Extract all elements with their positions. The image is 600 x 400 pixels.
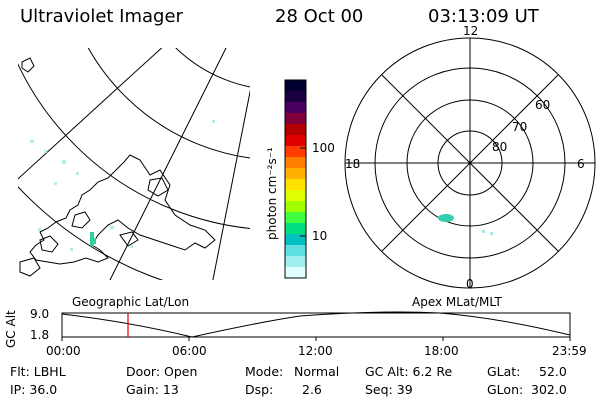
filter-info: Flt: LBHL (10, 364, 66, 379)
aurora-speckles (30, 120, 215, 251)
altitude-ybottom: 1.8 (30, 328, 50, 342)
glon-label: GLon: (487, 382, 524, 397)
mlat-label-70: 70 (512, 120, 528, 134)
x-tick-label: 12:00 (298, 344, 333, 358)
colorbar-segment (285, 135, 306, 147)
colorbar-label-100: 100 (312, 141, 335, 155)
time-label: 03:13:09 UT (428, 6, 539, 27)
colorbar-segment (285, 223, 306, 235)
coastline (39, 235, 59, 253)
colorbar-frame (284, 79, 307, 279)
ip-info: IP: 36.0 (10, 382, 58, 397)
door-info: Door: Open (126, 364, 198, 379)
coastline (21, 57, 35, 73)
instrument-title: Ultraviolet Imager (20, 6, 183, 27)
colorbar-segment (285, 102, 306, 114)
colorbar-segment (285, 179, 306, 191)
colorbar-segment (285, 113, 306, 125)
altitude-plot (61, 311, 571, 341)
altitude-ytop: 9.0 (30, 307, 50, 321)
x-tick-label: 06:00 (172, 344, 207, 358)
colorbar-segment (285, 91, 306, 103)
colorbar-label-10: 10 (312, 229, 328, 243)
mlt-label-0: 0 (466, 277, 474, 291)
seq-info: Seq: 39 (365, 382, 413, 397)
lon-line (109, 48, 227, 280)
mode-label: Mode: (245, 364, 284, 379)
gc-alt-info: GC Alt: 6.2 Re (365, 364, 453, 379)
mlt-label-6: 6 (577, 157, 585, 171)
colorbar-segment (285, 256, 306, 268)
mlat-label-60: 60 (535, 98, 551, 112)
glon-value: 302.0 (531, 382, 567, 397)
polar-aurora (438, 214, 493, 235)
gain-info: Gain: 13 (126, 382, 179, 397)
geographic-map (18, 48, 250, 280)
colorbar-segment (285, 80, 306, 92)
polar-diagonal (381, 74, 559, 252)
colorbar-segment (285, 267, 306, 279)
colorbar-segment (285, 157, 306, 169)
glat-value: 52.0 (539, 364, 567, 379)
coastline (119, 231, 139, 247)
colorbar-segment (285, 212, 306, 224)
colorbar-segment (285, 124, 306, 136)
colorbar-segment (285, 168, 306, 180)
lon-line (18, 48, 163, 180)
colorbar-segment (285, 146, 306, 158)
dsp-label: Dsp: (245, 382, 274, 397)
lon-line (212, 89, 250, 280)
colorbar-segment (285, 245, 306, 257)
polar-caption: Apex MLat/MLT (412, 295, 502, 309)
lat-circle (175, 48, 250, 88)
altitude-ylabel: GC Alt (4, 310, 18, 348)
geographic-caption: Geographic Lat/Lon (72, 295, 190, 309)
aurora-bright (90, 232, 96, 246)
glat-label: GLat: (487, 364, 521, 379)
coastline (71, 211, 91, 229)
altitude-curve (61, 311, 571, 338)
mode-value: Normal (294, 364, 340, 379)
mlt-label-18: 18 (345, 157, 361, 171)
coastline (147, 177, 169, 197)
coastline (19, 257, 41, 277)
dsp-value: 2.6 (302, 382, 322, 397)
x-tick-label: 00:00 (46, 344, 81, 358)
date-label: 28 Oct 00 (275, 6, 364, 27)
colorbar (285, 80, 306, 279)
colorbar-segment (285, 234, 306, 246)
x-tick-label: 18:00 (424, 344, 459, 358)
mlat-label-80: 80 (492, 140, 508, 154)
colorbar-unit-label: photon cm⁻²s⁻¹ (265, 147, 279, 240)
colorbar-segment (285, 190, 306, 202)
polar-plot (344, 37, 596, 289)
altitude-frame (61, 312, 571, 338)
mlt-label-12: 12 (463, 24, 479, 38)
coastline (29, 154, 216, 265)
colorbar-segment (285, 201, 306, 213)
x-tick-label: 23:59 (552, 344, 587, 358)
